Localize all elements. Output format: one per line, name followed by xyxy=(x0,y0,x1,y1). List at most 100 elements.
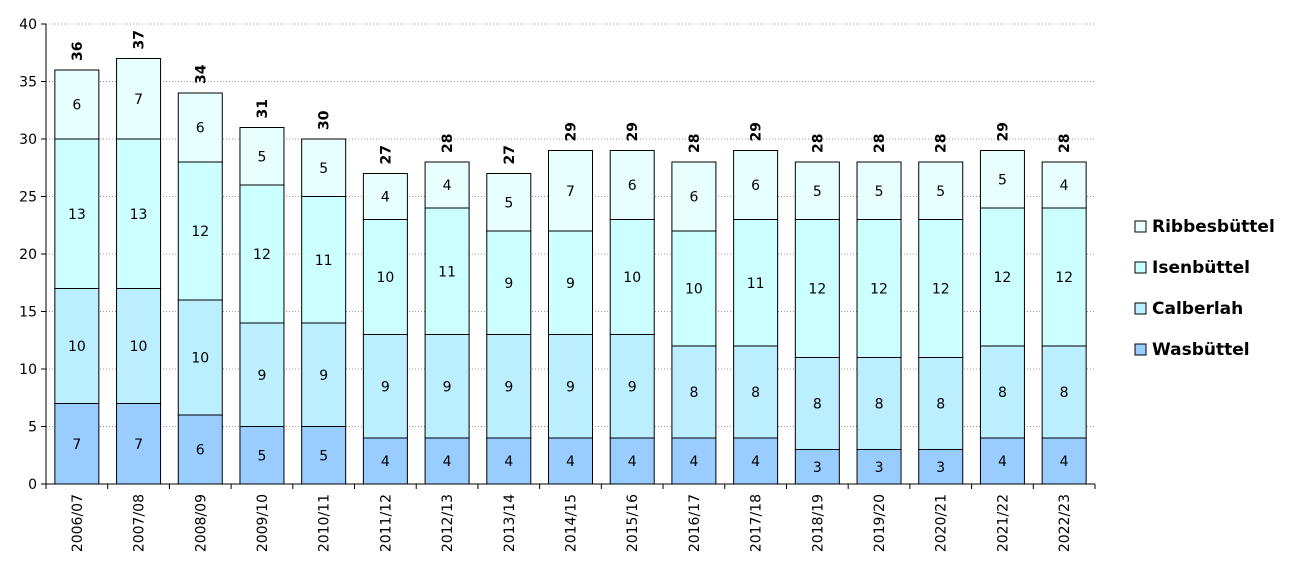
legend-label: Calberlah xyxy=(1152,299,1243,319)
bar-segment xyxy=(548,230,593,335)
bar-segment xyxy=(362,219,408,335)
segment-value-label: 8 xyxy=(998,385,1007,401)
segment-value-label: 3 xyxy=(875,460,884,476)
bar-segment xyxy=(856,161,902,220)
segment-value-label: 11 xyxy=(747,276,765,292)
y-tick-label: 10 xyxy=(19,362,37,378)
bar-segment xyxy=(1041,345,1087,439)
segment-value-label: 10 xyxy=(130,339,148,355)
x-tick-label: 2020/21 xyxy=(934,494,950,552)
bar-segment xyxy=(671,161,717,232)
bar-segment xyxy=(548,150,593,232)
segment-value-label: 6 xyxy=(628,178,637,194)
bar-segment xyxy=(177,299,223,416)
segment-value-label: 8 xyxy=(936,397,945,413)
segment-value-label: 8 xyxy=(875,397,884,413)
segment-value-label: 9 xyxy=(566,379,575,395)
segment-value-label: 4 xyxy=(443,454,452,470)
segment-value-label: 10 xyxy=(623,270,641,286)
segment-value-label: 4 xyxy=(504,454,513,470)
bar-segment xyxy=(794,219,840,358)
bar-total-label: 30 xyxy=(317,110,333,130)
y-tick-label: 20 xyxy=(19,247,37,263)
legend: Ribbesbüttel Isenbüttel Calberlah Wasbüttel xyxy=(1134,217,1275,360)
legend-swatch xyxy=(1134,343,1147,356)
bar-segment xyxy=(609,334,655,439)
bar-total-label: 29 xyxy=(625,122,641,141)
bar-total-label: 28 xyxy=(810,134,826,153)
segment-value-label: 6 xyxy=(72,98,81,114)
segment-value-label: 7 xyxy=(566,184,575,200)
segment-value-label: 9 xyxy=(258,368,267,384)
segment-value-label: 6 xyxy=(196,121,205,137)
segment-value-label: 4 xyxy=(1060,454,1069,470)
segment-value-label: 6 xyxy=(689,190,698,206)
bar-segment xyxy=(486,334,532,439)
bar-segment xyxy=(239,426,285,485)
segment-value-label: 3 xyxy=(813,460,822,476)
bar-segment xyxy=(918,357,964,450)
segment-value-label: 4 xyxy=(998,454,1007,470)
segment-value-label: 9 xyxy=(566,276,575,292)
bar-segment xyxy=(177,161,223,301)
bar-total-label: 28 xyxy=(687,134,703,153)
legend-label: Ribbesbüttel xyxy=(1152,217,1275,237)
x-tick-label: 2022/23 xyxy=(1057,494,1073,552)
y-tick-label: 15 xyxy=(19,305,37,321)
bar-segment xyxy=(116,138,162,289)
x-tick-label: 2009/10 xyxy=(255,494,271,552)
axes xyxy=(41,23,1096,489)
bar-segment xyxy=(239,184,285,324)
bar-segment xyxy=(671,230,717,347)
bar-segment xyxy=(486,230,532,335)
segment-value-label: 4 xyxy=(751,454,760,470)
segment-value-label: 4 xyxy=(1060,178,1069,194)
x-tick-label: 2013/14 xyxy=(502,494,518,552)
bar-total-label: 34 xyxy=(193,64,209,84)
y-tick-label: 25 xyxy=(19,190,37,206)
x-tick-label: 2008/09 xyxy=(193,494,209,552)
bar-total-label: 29 xyxy=(749,122,765,141)
segment-value-label: 10 xyxy=(68,339,86,355)
bar-segment xyxy=(733,219,779,347)
x-tick-label: 2017/18 xyxy=(749,494,765,552)
bar-total-label: 28 xyxy=(440,134,456,153)
segment-value-label: 6 xyxy=(751,178,760,194)
bar-segment xyxy=(362,334,408,439)
bar-segment xyxy=(239,127,285,186)
segment-value-label: 5 xyxy=(875,184,884,200)
bar-segment xyxy=(918,219,964,358)
x-tick-label: 2014/15 xyxy=(564,494,580,552)
bar-segment xyxy=(177,92,223,163)
y-tick-label: 30 xyxy=(19,132,37,148)
segment-value-label: 5 xyxy=(258,448,267,464)
bar-segment xyxy=(239,322,285,427)
segment-value-label: 4 xyxy=(566,454,575,470)
bar-segment xyxy=(856,219,902,358)
bar-total-label: 36 xyxy=(70,42,86,61)
bar-segment xyxy=(794,357,840,450)
segment-value-label: 8 xyxy=(689,385,698,401)
segment-value-label: 7 xyxy=(72,437,81,453)
bar-segment xyxy=(609,150,655,220)
bar-segment xyxy=(54,403,100,485)
bar-segment xyxy=(794,161,840,220)
segment-value-label: 12 xyxy=(191,224,209,240)
bar-segment xyxy=(54,69,100,140)
segment-value-label: 3 xyxy=(936,460,945,476)
bar-segment xyxy=(1041,161,1087,209)
bar-series-group: 7101363671013737610126345912531591153049… xyxy=(54,30,1087,485)
segment-value-label: 12 xyxy=(932,282,950,298)
bar-total-label: 28 xyxy=(934,134,950,153)
x-tick-label: 2011/12 xyxy=(378,494,394,552)
segment-value-label: 7 xyxy=(134,437,143,453)
bar-total-label: 31 xyxy=(255,99,271,118)
segment-value-label: 9 xyxy=(319,368,328,384)
segment-value-label: 10 xyxy=(376,270,394,286)
segment-value-label: 5 xyxy=(504,195,513,211)
bar-segment xyxy=(362,173,408,220)
bar-segment xyxy=(918,449,964,485)
bar-segment xyxy=(979,437,1025,485)
segment-value-label: 12 xyxy=(1055,270,1073,286)
x-tick-label: 2006/07 xyxy=(70,494,86,552)
